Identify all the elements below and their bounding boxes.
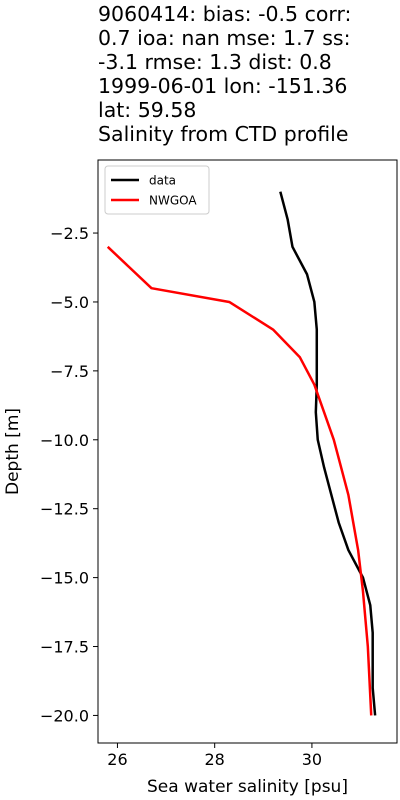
y-tick-label: −5.0 [50, 293, 89, 312]
y-tick-label: −10.0 [40, 431, 89, 450]
legend-label-nwgoa: NWGOA [149, 194, 197, 208]
legend-label-data: data [149, 174, 176, 188]
x-tick-label: 28 [205, 750, 225, 769]
y-axis-label: Depth [m] [3, 408, 23, 495]
legend-box [104, 165, 210, 215]
axes-layer: 26 28 30 −2.5 −5.0 −7.5 −10.0 −12.5 −15.0 −17.5 −2… [3, 159, 398, 797]
title-line-2: 0.7 ioa: nan mse: 1.7 ss: [98, 26, 351, 50]
y-tick-label: −2.5 [50, 224, 89, 243]
x-tick-label: 26 [107, 750, 127, 769]
title-line-5: lat: 59.58 [98, 98, 197, 122]
title-line-3: -3.1 rmse: 1.3 dist: 0.8 [98, 50, 332, 74]
y-tick-label: −20.0 [40, 706, 89, 725]
y-tick-label: −17.5 [40, 638, 89, 657]
title-line-4: 1999-06-01 lon: -151.36 [98, 74, 348, 98]
series-line-data [279, 191, 377, 716]
chart-title: 9060414: bias: -0.5 corr: 0.7 ioa: nan m… [98, 2, 398, 146]
x-axis-label: Sea water salinity [psu] [147, 777, 348, 797]
series-line-nwgoa [106, 245, 373, 716]
axes-frame [97, 159, 398, 744]
x-tick-label: 30 [302, 750, 322, 769]
title-line-1: 9060414: bias: -0.5 corr: [98, 2, 352, 26]
y-tick-label: −15.0 [40, 569, 89, 588]
series-layer [106, 191, 377, 716]
legend: data NWGOA [104, 165, 210, 215]
title-line-6: Salinity from CTD profile [98, 122, 349, 146]
y-tick-label: −7.5 [50, 362, 89, 381]
y-tick-label: −12.5 [40, 500, 89, 519]
